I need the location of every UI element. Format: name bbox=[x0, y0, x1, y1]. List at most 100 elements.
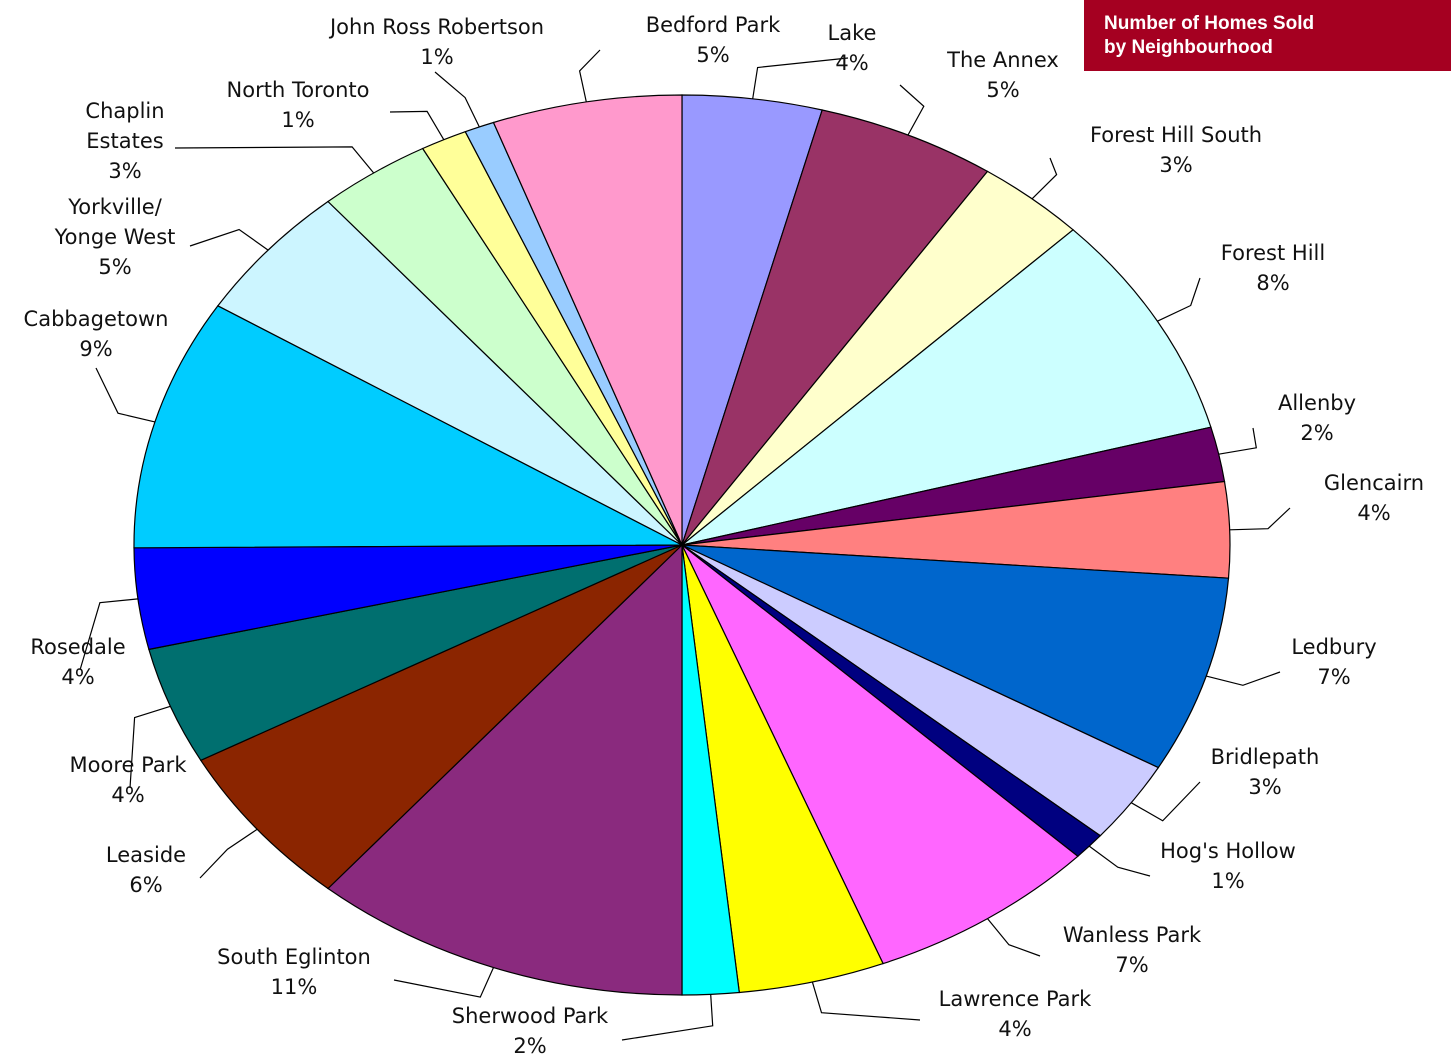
slice-label: Forest Hill South 3% bbox=[1090, 123, 1262, 177]
pie-slice-leaside bbox=[199, 544, 683, 890]
leader-line bbox=[1088, 845, 1151, 877]
slice-name: The Annex bbox=[946, 48, 1059, 72]
slice-name: Rosedale bbox=[30, 635, 125, 659]
leader-line bbox=[129, 705, 171, 789]
slice-percent: 4% bbox=[1357, 501, 1390, 525]
slice-name: Yorkville/ bbox=[67, 195, 163, 219]
pie-slice-wanless-park bbox=[681, 544, 1079, 965]
leader-line bbox=[578, 49, 601, 103]
slice-percent: 11% bbox=[271, 975, 318, 999]
leader-line bbox=[1229, 507, 1291, 531]
slice-label: Hog's Hollow 1% bbox=[1160, 839, 1296, 893]
slice-label: Rosedale 4% bbox=[30, 635, 125, 689]
pie-slice-bedford-park bbox=[492, 94, 683, 546]
leader-line bbox=[1206, 671, 1281, 686]
slice-label: Cabbagetown 9% bbox=[24, 307, 169, 361]
chart-title-line-1: Number of Homes Sold bbox=[1104, 13, 1315, 34]
leader-line bbox=[174, 146, 375, 174]
slice-label: Allenby 2% bbox=[1278, 391, 1356, 445]
slice-name: Cabbagetown bbox=[24, 307, 169, 331]
leader-line bbox=[79, 598, 138, 671]
leader-line bbox=[987, 918, 1041, 957]
slice-percent: 4% bbox=[111, 783, 144, 807]
slice-percent: 1% bbox=[1211, 869, 1244, 893]
pie-slice-forest-hill bbox=[681, 229, 1212, 546]
slice-percent: 7% bbox=[1115, 953, 1148, 977]
slice-label: Forest Hill 8% bbox=[1221, 241, 1325, 295]
slice-label: Leaside 6% bbox=[106, 843, 186, 897]
slice-name: John Ross Robertson bbox=[328, 15, 544, 39]
leader-line bbox=[434, 71, 480, 128]
slice-percent: 4% bbox=[835, 51, 868, 75]
slice-percent: 3% bbox=[1248, 775, 1281, 799]
leader-line bbox=[95, 367, 156, 423]
slice-name: Forest Hill South bbox=[1090, 123, 1262, 147]
slice-percent: 3% bbox=[1159, 153, 1192, 177]
slice-percent: 2% bbox=[1300, 421, 1333, 445]
slice-percent: 4% bbox=[61, 665, 94, 689]
slice-percent: 3% bbox=[108, 159, 141, 183]
slice-name: Bedford Park bbox=[646, 13, 781, 37]
slice-name: Glencairn bbox=[1324, 471, 1424, 495]
slice-name: Estates bbox=[86, 129, 163, 153]
slice-percent: 2% bbox=[513, 1034, 546, 1058]
pie-slice-cabbagetown bbox=[133, 305, 683, 549]
slice-label: North Toronto 1% bbox=[227, 78, 370, 132]
slice-label: John Ross Robertson 1% bbox=[328, 15, 544, 69]
slice-name: Hog's Hollow bbox=[1160, 839, 1296, 863]
leader-line bbox=[621, 994, 714, 1041]
slice-name: South Eglinton bbox=[217, 945, 371, 969]
slice-percent: 6% bbox=[129, 873, 162, 897]
leader-line bbox=[811, 981, 921, 1021]
chart-title: Number of Homes Sold by Neighbourhood bbox=[1084, 0, 1451, 71]
leader-line bbox=[393, 967, 495, 998]
slice-name: Leaside bbox=[106, 843, 186, 867]
slice-percent: 5% bbox=[986, 78, 1019, 102]
leader-lines bbox=[79, 49, 1291, 1041]
slice-label: Lawrence Park 4% bbox=[939, 987, 1093, 1041]
slice-percent: 1% bbox=[420, 45, 453, 69]
slice-name: North Toronto bbox=[227, 78, 370, 102]
leader-line bbox=[199, 828, 258, 879]
slice-name: Moore Park bbox=[70, 753, 188, 777]
slice-label: Bridlepath 3% bbox=[1211, 745, 1320, 799]
leader-line bbox=[1130, 781, 1201, 822]
slice-label: Glencairn 4% bbox=[1324, 471, 1424, 525]
slice-name: Chaplin bbox=[85, 99, 164, 123]
slice-name: Allenby bbox=[1278, 391, 1356, 415]
slice-label: Lake 4% bbox=[828, 21, 877, 75]
slice-label: Ledbury 7% bbox=[1291, 635, 1376, 689]
leader-line bbox=[1031, 157, 1058, 200]
slice-label: Yorkville/Yonge West 5% bbox=[54, 195, 176, 279]
slice-name: Wanless Park bbox=[1063, 923, 1202, 947]
slice-name: Ledbury bbox=[1291, 635, 1376, 659]
slice-label: Bedford Park 5% bbox=[646, 13, 781, 67]
pie-slice-ledbury bbox=[681, 544, 1230, 769]
slice-name: Forest Hill bbox=[1221, 241, 1325, 265]
slice-percent: 9% bbox=[79, 337, 112, 361]
slice-percent: 5% bbox=[696, 43, 729, 67]
slice-percent: 8% bbox=[1256, 271, 1289, 295]
slice-label: The Annex 5% bbox=[946, 48, 1059, 102]
slice-name: Lake bbox=[828, 21, 877, 45]
chart-title-line-2: by Neighbourhood bbox=[1104, 37, 1273, 58]
slice-percent: 5% bbox=[98, 255, 131, 279]
slice-percent: 7% bbox=[1317, 665, 1350, 689]
pie-slices bbox=[133, 94, 1231, 996]
pie-slice-the-annex bbox=[681, 109, 989, 546]
slice-labels: Lake 4% The Annex 5%Forest Hill South 3%Fore… bbox=[24, 13, 1425, 1058]
slice-name: Sherwood Park bbox=[452, 1004, 609, 1028]
slice-name: Lawrence Park bbox=[939, 987, 1093, 1011]
leader-line bbox=[1218, 427, 1257, 455]
slice-percent: 1% bbox=[281, 108, 314, 132]
leader-line bbox=[389, 110, 445, 141]
slice-label: Sherwood Park 2% bbox=[452, 1004, 609, 1058]
slice-label: South Eglinton 11% bbox=[217, 945, 371, 999]
slice-label: Chaplin Estates 3% bbox=[85, 99, 164, 183]
leader-line bbox=[752, 57, 849, 99]
pie-slice-yorkville-yonge-west bbox=[216, 200, 683, 546]
slice-name: Bridlepath bbox=[1211, 745, 1320, 769]
slice-percent: 4% bbox=[998, 1017, 1031, 1041]
